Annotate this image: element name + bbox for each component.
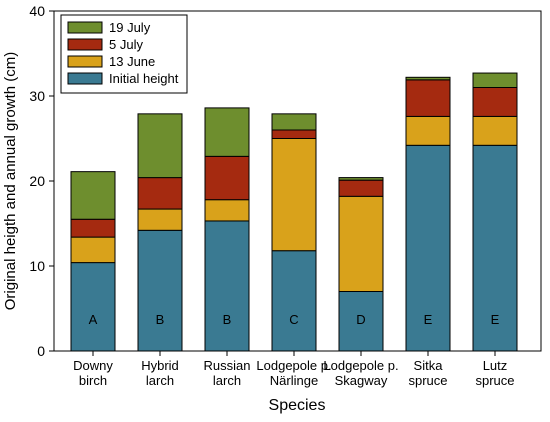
legend-label: 5 July — [109, 37, 143, 52]
bar-segment — [204, 199, 250, 222]
bar-segment — [70, 171, 116, 220]
bar-segment — [405, 79, 451, 117]
y-axis: 0 10 20 30 40 — [29, 3, 54, 359]
legend-label: Initial height — [109, 71, 179, 86]
y-tick-label: 30 — [29, 88, 45, 104]
bar-segment — [204, 155, 250, 201]
bar-segment — [137, 113, 183, 179]
bar-letter-label: D — [356, 312, 365, 327]
bar-segment — [405, 76, 451, 81]
x-tick-label: Lodgepole p. Närlinge — [256, 358, 331, 388]
x-tick-label: Sitka spruce — [408, 358, 447, 388]
bar-letter-label: C — [289, 312, 298, 327]
bar-segment — [137, 177, 183, 210]
bar-letter-label: B — [156, 312, 165, 327]
bar-segment — [338, 195, 384, 292]
x-tick-label: Hybrid larch — [141, 358, 179, 388]
bar-segment — [70, 262, 116, 352]
x-tick-label: Russian larch — [204, 358, 251, 388]
bars-layer — [70, 72, 518, 352]
y-tick-label: 0 — [37, 343, 45, 359]
x-axis-title: Species — [269, 397, 326, 414]
bar-segment — [70, 236, 116, 264]
bar-segment — [472, 72, 518, 89]
bar-segment — [472, 87, 518, 117]
bar-segment — [472, 115, 518, 146]
x-tick-label: Lodgepole p. Skagway — [323, 358, 398, 388]
bar-segment — [271, 250, 317, 352]
legend-label: 19 July — [109, 20, 151, 35]
bar-letter-label: B — [223, 312, 232, 327]
bar-segment — [338, 179, 384, 197]
legend-swatch — [67, 55, 103, 68]
bar-segment — [204, 107, 250, 157]
bar-segment — [405, 144, 451, 352]
legend-label: 13 June — [109, 54, 155, 69]
bar-letter-label: E — [424, 312, 433, 327]
x-tick-label: Downy birch — [73, 358, 113, 388]
bar-segment — [338, 291, 384, 352]
bar-segment — [70, 218, 116, 238]
bar-letter-label: E — [491, 312, 500, 327]
y-axis-title: Original heigth and annual growth (cm) — [2, 52, 19, 310]
bar-segment — [271, 113, 317, 131]
x-tick-label: Lutz spruce — [475, 358, 514, 388]
bar-segment — [137, 208, 183, 231]
bar-segment — [204, 220, 250, 352]
bar-segment — [271, 138, 317, 252]
y-tick-label: 20 — [29, 173, 45, 189]
legend-swatch — [67, 21, 103, 34]
legend: 19 July 5 July 13 June Initial height — [60, 14, 188, 94]
bar-segment — [271, 129, 317, 139]
bar-segment — [338, 177, 384, 181]
y-tick-label: 40 — [29, 3, 45, 19]
legend-swatch — [67, 38, 103, 51]
y-tick-label: 10 — [29, 258, 45, 274]
bar-letter-label: A — [89, 312, 98, 327]
bar-segment — [405, 115, 451, 146]
bar-segment — [137, 229, 183, 352]
legend-swatch — [67, 72, 103, 85]
